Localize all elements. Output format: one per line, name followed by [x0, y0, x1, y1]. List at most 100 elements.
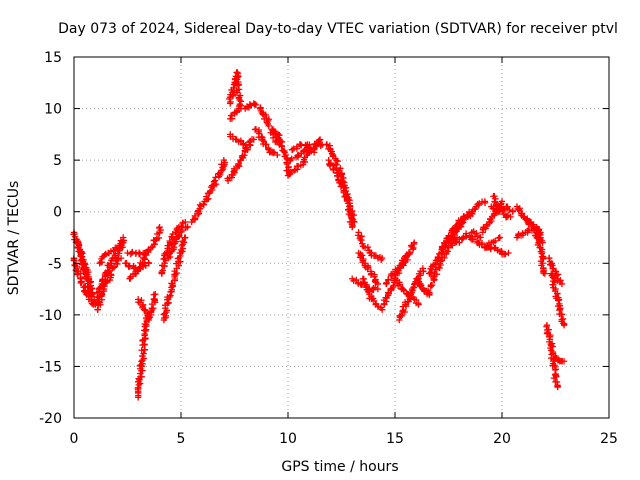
series-arc-14: [164, 223, 191, 262]
series-arc-52: [545, 254, 566, 288]
data-point: [371, 273, 378, 280]
data-point: [543, 330, 551, 337]
data-point: [415, 301, 422, 308]
data-point: [502, 250, 509, 258]
data-point: [498, 198, 506, 205]
series-arc-03: [74, 239, 98, 308]
data-point: [378, 306, 386, 313]
data-point: [117, 254, 125, 262]
series-arc-15: [188, 156, 229, 226]
data-point: [364, 243, 372, 251]
x-tick-labels: 0 5 10 15 20 25: [70, 431, 618, 447]
series-arc-06: [96, 239, 127, 267]
data-point: [499, 207, 506, 215]
data-point: [364, 265, 371, 273]
x-tick-label: 10: [279, 431, 297, 447]
data-point: [270, 128, 278, 135]
data-point: [505, 249, 512, 257]
data-point: [483, 222, 490, 230]
data-point: [212, 174, 219, 181]
y-tick-label: 5: [53, 153, 62, 169]
data-point: [107, 271, 115, 278]
series-arc-29: [355, 249, 382, 288]
data-point: [406, 249, 414, 257]
data-point: [91, 300, 99, 308]
data-point: [182, 234, 189, 241]
data-point: [462, 230, 470, 237]
y-tick-labels: -20 -15 -10 -5 0 5 10 15: [39, 50, 62, 427]
data-point: [545, 254, 553, 262]
data-point: [330, 166, 338, 174]
series-arc-47: [490, 192, 514, 221]
series-arc-22: [269, 126, 292, 174]
series-arc-34: [390, 275, 422, 308]
data-point: [152, 291, 159, 298]
data-point: [411, 239, 418, 246]
data-point: [533, 229, 540, 236]
data-point: [220, 156, 227, 164]
y-tick-label: 0: [53, 205, 62, 221]
data-point: [431, 261, 438, 268]
data-point: [493, 200, 500, 208]
data-point: [429, 273, 437, 281]
data-point: [459, 219, 467, 226]
series-arc-43: [466, 234, 504, 252]
data-point: [481, 198, 489, 205]
series-arc-28: [354, 229, 386, 264]
series-arc-53: [548, 270, 568, 329]
y-tick-label: 10: [44, 102, 62, 118]
data-point: [150, 305, 157, 312]
data-point: [358, 236, 365, 244]
data-point: [168, 280, 175, 287]
data-point: [436, 250, 443, 258]
data-point: [120, 239, 127, 246]
data-point: [349, 223, 356, 231]
data-point: [550, 374, 558, 382]
data-point: [323, 141, 331, 148]
data-point: [519, 230, 526, 237]
data-point: [491, 237, 499, 245]
x-tick-label: 25: [600, 431, 618, 447]
data-point: [551, 268, 559, 275]
data-point: [80, 256, 87, 264]
data-point: [288, 155, 295, 162]
data-point: [441, 242, 449, 249]
data-point: [142, 307, 149, 314]
series-arc-17: [227, 131, 251, 154]
series-arc-51: [532, 229, 548, 277]
data-point: [400, 286, 407, 293]
series-arc-25: [288, 140, 313, 154]
data-point: [419, 265, 427, 272]
data-point: [184, 223, 191, 231]
data-point: [160, 255, 167, 263]
data-point: [424, 287, 432, 295]
y-tick-label: -15: [39, 359, 62, 375]
data-point: [394, 282, 402, 289]
data-points: [70, 69, 568, 401]
data-point: [378, 254, 386, 262]
data-point: [140, 350, 147, 357]
data-point: [140, 327, 148, 334]
data-point: [334, 157, 341, 165]
data-point: [101, 251, 108, 259]
data-point: [250, 136, 257, 143]
data-point: [78, 279, 85, 287]
data-point: [74, 271, 82, 278]
x-tick-label: 0: [70, 431, 79, 447]
series-arc-41: [451, 228, 484, 246]
series-arc-37: [423, 234, 461, 298]
data-point: [174, 233, 182, 241]
series-arc-21: [251, 126, 281, 159]
data-point: [361, 244, 369, 252]
data-point: [235, 160, 243, 168]
data-point: [374, 285, 382, 293]
data-point: [560, 321, 568, 329]
data-point: [560, 358, 568, 365]
data-point: [487, 245, 494, 253]
series-arc-24: [286, 139, 326, 164]
chart-title: Day 073 of 2024, Sidereal Day-to-day VTE…: [58, 21, 618, 37]
data-point: [515, 206, 523, 214]
data-point: [235, 105, 242, 112]
y-tick-label: -5: [48, 256, 62, 272]
